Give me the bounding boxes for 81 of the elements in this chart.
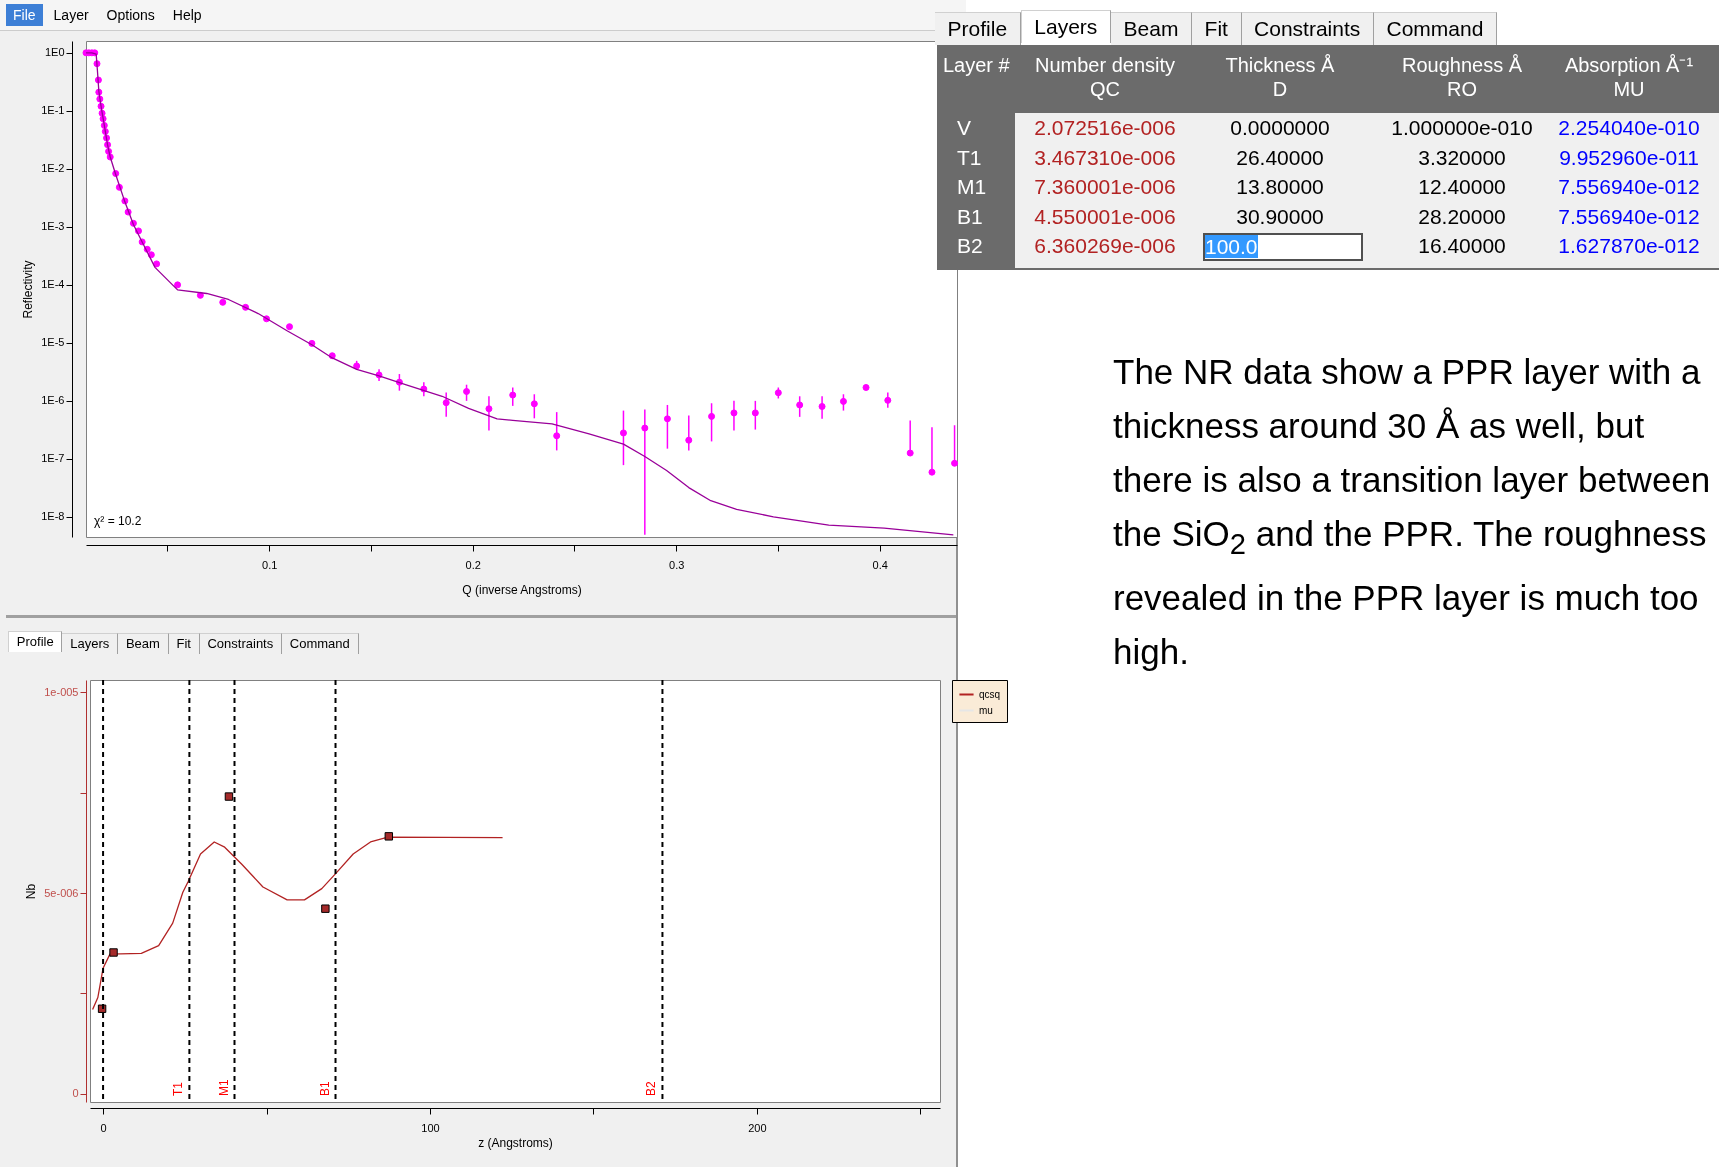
- text: 1.627870e-012: [1557, 233, 1701, 259]
- y-axis-title: Reflectivity: [21, 260, 36, 319]
- x-axis-title: z (Angstroms): [478, 1135, 553, 1150]
- annotation: B1: [956, 203, 984, 230]
- y-tick-label: 1e-005: [44, 685, 79, 698]
- x-tick-label: 200: [748, 1121, 767, 1134]
- text: 26.40000: [1235, 144, 1325, 171]
- y-axis-title: Nb: [24, 883, 39, 900]
- text: Beam: [1110, 11, 1192, 45]
- text: 3.320000: [1417, 144, 1507, 171]
- y-tick-label: 1E-2: [41, 162, 65, 175]
- y-tick-label: 1E-8: [41, 510, 65, 523]
- y-tick-label: 1E-4: [41, 278, 65, 291]
- y-tick-label: 1E-5: [41, 336, 65, 349]
- annotation: B2: [956, 233, 984, 259]
- x-tick-label: 0.1: [262, 558, 278, 571]
- legend-label: qcsq: [979, 688, 1001, 700]
- text: Layer: [52, 6, 90, 25]
- text: Absorption Å⁻¹ MU: [1563, 53, 1695, 101]
- text: Layers: [1020, 9, 1111, 43]
- text: Profile: [935, 11, 1021, 45]
- ref-line-label: B2: [644, 1081, 659, 1096]
- y-tick-label: 1E-6: [41, 394, 65, 407]
- text: Constraints: [199, 632, 283, 654]
- y-tick-label: 0: [72, 1087, 79, 1100]
- text: Command: [282, 632, 359, 654]
- text: 7.556940e-012: [1557, 203, 1701, 230]
- point: [109, 948, 118, 957]
- annotation: Layer #: [943, 53, 1011, 77]
- point: [384, 832, 394, 841]
- text: 13.80000: [1235, 174, 1325, 200]
- text: 12.40000: [1417, 174, 1507, 200]
- text: 4.550001e-006: [1033, 203, 1177, 230]
- annotation: T1: [956, 144, 983, 171]
- text: Thickness Å D: [1224, 53, 1336, 101]
- text: Fit: [1191, 11, 1242, 45]
- text: 0.0000000: [1229, 115, 1331, 141]
- text: Beam: [118, 632, 169, 654]
- annotation: χ² = 10.2: [94, 514, 142, 528]
- text: 16.40000: [1417, 233, 1507, 259]
- text: Profile: [8, 630, 63, 652]
- text: Layers: [62, 632, 119, 654]
- legend-label: mu: [979, 704, 993, 716]
- y-tick-label: 1E-3: [41, 220, 65, 233]
- text: 6.360269e-006: [1033, 233, 1177, 259]
- y-tick-label: 1E-7: [41, 452, 65, 465]
- x-tick-label: 0.2: [465, 558, 481, 571]
- x-tick-label: 0.4: [872, 558, 888, 571]
- text: Command: [1373, 11, 1497, 45]
- ref-line-label: M1: [216, 1079, 231, 1096]
- text: Options: [105, 6, 156, 25]
- text: The NR data show a PPR layer with a thickness around 30 Å as well, but there is also a transition layer between the SiO$_{2}$ and the PPR. The roughness revealed in the PPR layer is much too high.: [1113, 351, 1712, 673]
- text: 28.20000: [1417, 203, 1507, 230]
- text: Number density QC: [1033, 53, 1177, 101]
- x-tick-label: 0.3: [669, 558, 685, 571]
- text: File: [6, 4, 43, 26]
- annotation: V: [956, 115, 972, 141]
- text: 2.072516e-006: [1033, 115, 1177, 141]
- text: Constraints: [1241, 11, 1374, 45]
- y-tick-label: 5e-006: [44, 886, 79, 899]
- y-tick-label: 1E-1: [41, 104, 65, 117]
- text: 3.467310e-006: [1033, 144, 1177, 171]
- text: 9.952960e-011: [1558, 144, 1700, 171]
- text: 100.0: [1205, 235, 1258, 258]
- text: Help: [171, 6, 203, 25]
- ref-line-label: T1: [171, 1081, 186, 1096]
- annotation: M1: [956, 174, 988, 200]
- text: 30.90000: [1235, 203, 1325, 230]
- point: [224, 792, 234, 801]
- x-tick-label: 100: [421, 1121, 440, 1134]
- text: 7.360001e-006: [1033, 174, 1177, 200]
- x-tick-label: 0: [100, 1121, 107, 1134]
- text: Fit: [168, 632, 200, 654]
- text: 7.556940e-012: [1557, 174, 1701, 200]
- text: 2.254040e-010: [1557, 115, 1701, 141]
- text: 1.000000e-010: [1390, 115, 1534, 141]
- ref-line-label: B1: [317, 1081, 332, 1096]
- x-axis-title: Q (inverse Angstroms): [462, 582, 582, 597]
- y-tick-label: 1E0: [44, 46, 65, 59]
- point: [321, 904, 330, 913]
- text: Roughness Å RO: [1400, 53, 1524, 101]
